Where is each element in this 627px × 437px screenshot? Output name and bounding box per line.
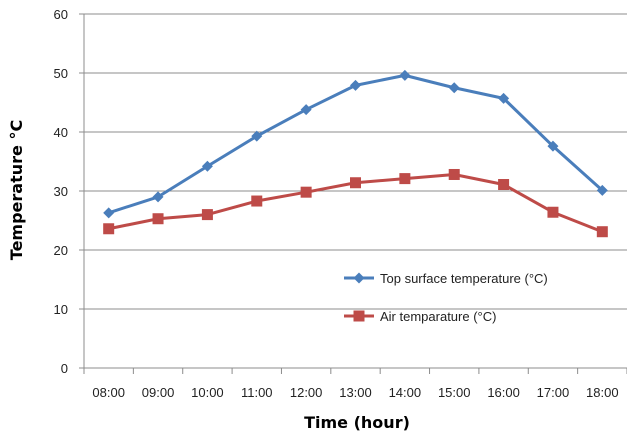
gridlines	[84, 13, 627, 310]
x-tick-label: 13:00	[339, 385, 372, 400]
data-point	[498, 179, 510, 191]
x-tick-label: 17:00	[537, 385, 570, 400]
y-tick-label: 60	[54, 7, 68, 22]
data-point	[350, 79, 361, 91]
data-point	[103, 223, 115, 235]
data-point	[498, 92, 510, 104]
x-tick-label: 08:00	[92, 385, 125, 400]
legend-label: Top surface temperature (°C)	[380, 271, 548, 286]
data-point	[201, 209, 213, 221]
y-tick-label: 10	[54, 302, 68, 317]
y-axis-title: Temperature °C	[7, 120, 26, 260]
axes	[79, 13, 627, 374]
y-tick-label: 50	[54, 66, 68, 81]
data-point	[350, 177, 361, 189]
x-tick-label: 15:00	[438, 385, 471, 400]
legend-marker	[353, 310, 365, 322]
data-point	[300, 104, 312, 116]
legend-entry: Air temparature (°C)	[344, 309, 496, 324]
y-tick-label: 20	[54, 243, 68, 258]
x-axis-title: Time (hour)	[304, 413, 410, 432]
data-point	[448, 82, 460, 94]
x-tick-label: 14:00	[389, 385, 422, 400]
data-point	[596, 226, 608, 238]
legend-marker	[353, 272, 365, 284]
data-point	[399, 173, 411, 185]
x-tick-label: 18:00	[586, 385, 619, 400]
data-point	[448, 168, 460, 180]
series-air-temperature	[103, 168, 608, 238]
x-tick-label: 12:00	[290, 385, 323, 400]
x-tick-label: 11:00	[241, 385, 273, 400]
x-axis-ticks: 08:00 09:00 10:00 11:00 12:00 13:00 14:00 15:00…	[92, 385, 618, 400]
x-tick-label: 16:00	[487, 385, 520, 400]
y-tick-label: 40	[54, 125, 68, 140]
legend-entry: Top surface temperature (°C)	[344, 271, 548, 286]
data-point	[152, 191, 164, 203]
data-point	[251, 130, 263, 142]
data-point	[399, 69, 411, 81]
data-point	[300, 186, 312, 198]
data-series	[103, 69, 608, 238]
series-top-surface-temperature	[103, 69, 608, 219]
y-tick-label: 30	[54, 184, 68, 199]
y-axis-ticks: 0 10 20 30 40 50 60	[54, 7, 68, 376]
legend-label: Air temparature (°C)	[380, 309, 496, 324]
x-tick-label: 10:00	[191, 385, 224, 400]
y-tick-label: 0	[61, 361, 68, 376]
data-point	[547, 206, 559, 218]
data-point	[251, 195, 263, 207]
data-point	[103, 207, 115, 219]
data-point	[152, 213, 164, 225]
x-tick-label: 09:00	[142, 385, 175, 400]
legend: Top surface temperature (°C) Air temparat…	[344, 271, 548, 324]
data-point	[596, 184, 608, 196]
series-line	[108, 73, 604, 215]
data-point	[201, 160, 213, 172]
data-point	[547, 140, 559, 152]
